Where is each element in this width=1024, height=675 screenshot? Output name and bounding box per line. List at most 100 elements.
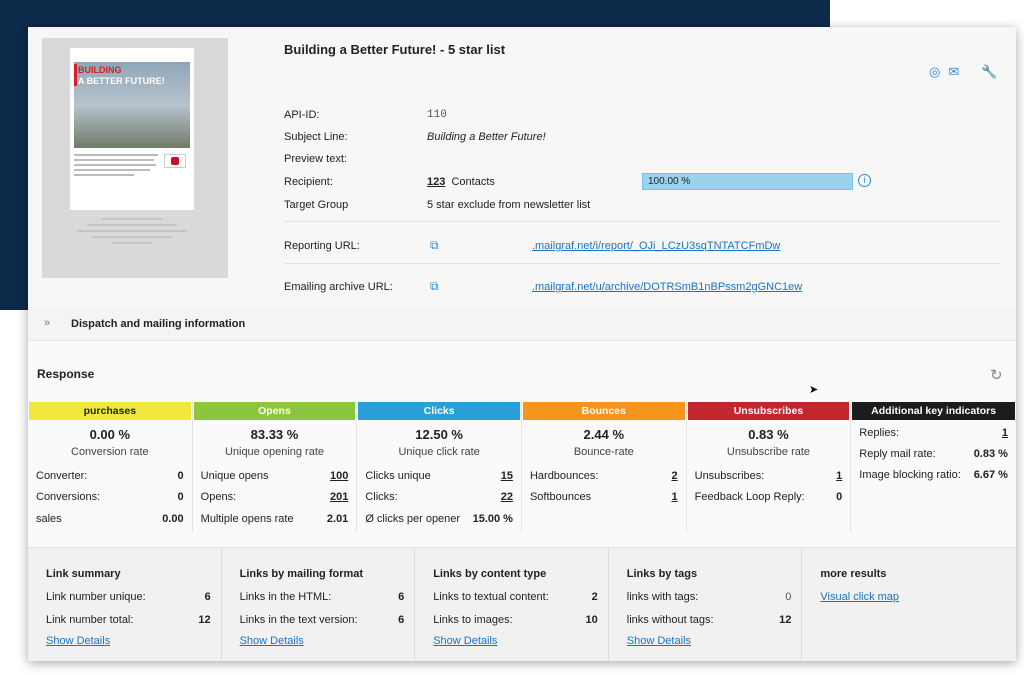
- more-results: more results Visual click map: [802, 548, 996, 661]
- row-label: Clicks unique: [365, 470, 431, 482]
- preview-headline-2: A BETTER FUTURE!: [78, 76, 165, 86]
- campaign-overview: BUILDING A BETTER FUTURE! Building a Bet…: [28, 27, 1016, 307]
- subject-value: Building a Better Future!: [427, 131, 546, 143]
- campaign-report-card: BUILDING A BETTER FUTURE! Building a Bet…: [28, 27, 1016, 661]
- recipient-label: Recipient:: [284, 176, 333, 188]
- preview-hero-image: BUILDING A BETTER FUTURE!: [74, 62, 190, 148]
- row-value-link[interactable]: 2: [671, 470, 678, 482]
- wrench-icon[interactable]: 🔧: [981, 64, 998, 79]
- link-row: Link number total: 12: [46, 614, 211, 626]
- preview-text-label: Preview text:: [284, 153, 347, 165]
- row-value: 6: [204, 591, 211, 603]
- metric-row: Opens: 201: [201, 491, 349, 503]
- metric-column-unsubscribes: Unsubscribes 0.83 % Unsubscribe rate Uns…: [686, 402, 852, 532]
- external-link-icon[interactable]: ⧉: [430, 279, 439, 293]
- progress-text: 100.00 %: [648, 176, 691, 187]
- target-group-label: Target Group: [284, 199, 349, 211]
- metric-row: Clicks: 22: [365, 491, 513, 503]
- metric-column-opens: Opens 83.33 % Unique opening rate Unique…: [192, 402, 358, 532]
- page-title: Building a Better Future! - 5 star list: [284, 42, 506, 57]
- metric-row: Replies: 1: [859, 427, 1008, 439]
- envelope-icon[interactable]: ✉: [948, 64, 960, 79]
- link-row: Links in the text version: 6: [240, 614, 405, 626]
- row-label: Opens:: [200, 491, 237, 503]
- row-label: Unsubscribes:: [694, 470, 765, 482]
- row-label: Image blocking ratio:: [859, 469, 961, 481]
- metric-rate: 0.00 %: [89, 427, 131, 442]
- recipient-unit: Contacts: [451, 176, 495, 188]
- links-by-format: Links by mailing format Links in the HTM…: [222, 548, 416, 661]
- row-label: Link number total:: [46, 614, 134, 626]
- metric-caption: Conversion rate: [71, 446, 149, 458]
- row-value: 12: [198, 614, 211, 626]
- metric-row: Clicks unique 15: [365, 470, 513, 482]
- metric-column-purchases: purchases 0.00 % Conversion rate Convert…: [28, 402, 193, 532]
- metric-column-clicks: Clicks 12.50 % Unique click rate Clicks …: [357, 402, 522, 532]
- row-label: Multiple opens rate: [200, 513, 294, 525]
- column-header: purchases: [29, 402, 191, 420]
- row-value: 2: [591, 591, 598, 603]
- show-details-link[interactable]: Show Details: [626, 635, 691, 647]
- reporting-url-link[interactable]: .mailgraf.net/i/report/_OJi_LCzU3sqTNTAT…: [532, 240, 781, 252]
- section-heading: more results: [820, 568, 887, 580]
- metric-row: Conversions: 0: [36, 491, 184, 503]
- newsletter-preview[interactable]: BUILDING A BETTER FUTURE!: [42, 38, 228, 278]
- link-row: links with tags: 0: [627, 591, 792, 603]
- row-label: links with tags:: [626, 591, 699, 603]
- row-value-link[interactable]: 15: [500, 470, 513, 482]
- row-value: 6: [398, 591, 405, 603]
- mouse-cursor-icon: ➤: [809, 384, 819, 396]
- row-label: links without tags:: [626, 614, 714, 626]
- response-title: Response: [37, 367, 95, 381]
- recipient-count-link[interactable]: 123: [427, 176, 446, 188]
- section-heading: Links by content type: [433, 568, 547, 580]
- metric-row: Converter: 0: [36, 470, 184, 482]
- metric-rate: 83.33 %: [250, 427, 299, 442]
- metric-row: Unsubscribes: 1: [695, 470, 843, 482]
- row-label: Softbounces: [529, 491, 592, 503]
- recipient-progress-bar: 100.00 %: [642, 173, 853, 190]
- row-label: Clicks:: [365, 491, 398, 503]
- metric-column-bounces: Bounces 2.44 % Bounce-rate Hardbounces: 2…: [521, 402, 687, 532]
- metric-row: Ø clicks per opener 15.00 %: [365, 513, 513, 525]
- show-details-link[interactable]: Show Details: [239, 635, 304, 647]
- dispatch-toggle[interactable]: » Dispatch and mailing information: [28, 307, 1016, 341]
- preview-page: BUILDING A BETTER FUTURE!: [70, 48, 194, 210]
- link-statistics: Link summary Link number unique: 6 Link n…: [28, 547, 1016, 661]
- visual-click-map-link[interactable]: Visual click map: [820, 591, 900, 603]
- column-header: Unsubscribes: [687, 402, 850, 420]
- row-value: 0: [836, 491, 843, 503]
- external-link-icon[interactable]: ⧉: [430, 238, 439, 252]
- row-value-link[interactable]: 1: [671, 491, 678, 503]
- row-value: 0: [177, 491, 184, 503]
- row-value-link[interactable]: 100: [329, 470, 349, 482]
- row-value: 12: [779, 614, 792, 626]
- archive-url-label: Emailing archive URL:: [284, 281, 393, 293]
- refresh-icon[interactable]: ↻: [990, 367, 1003, 384]
- row-value-link[interactable]: 22: [500, 491, 513, 503]
- column-header: Opens: [193, 402, 356, 420]
- double-chevron-right-icon: »: [44, 317, 51, 329]
- archive-url-link[interactable]: .mailgraf.net/u/archive/DOTRSmB1nBPssm2g…: [532, 281, 803, 293]
- target-icon[interactable]: ◎: [929, 64, 941, 79]
- column-header: Bounces: [522, 402, 685, 420]
- link-row: Links to images: 10: [433, 614, 598, 626]
- row-value: 0.83 %: [973, 448, 1008, 460]
- metric-row: Hardbounces: 2: [530, 470, 678, 482]
- action-icons: ◎ ✉ 🔧: [929, 65, 997, 79]
- row-value-link[interactable]: 201: [329, 491, 349, 503]
- column-header: Clicks: [358, 402, 520, 420]
- row-value-link[interactable]: 1: [836, 470, 843, 482]
- row-label: Converter:: [36, 470, 88, 482]
- progress-fill: [643, 174, 852, 189]
- link-summary: Link summary Link number unique: 6 Link n…: [28, 548, 222, 661]
- show-details-link[interactable]: Show Details: [433, 635, 498, 647]
- row-value-link[interactable]: 1: [1001, 427, 1008, 439]
- row-label: Links to textual content:: [433, 591, 549, 603]
- info-icon[interactable]: i: [858, 174, 871, 187]
- metric-row: Unique opens 100: [201, 470, 349, 482]
- link-row: Links in the HTML: 6: [240, 591, 405, 603]
- show-details-link[interactable]: Show Details: [46, 635, 111, 647]
- preview-headline-1: BUILDING: [78, 65, 122, 75]
- metric-rate: 12.50 %: [415, 427, 463, 442]
